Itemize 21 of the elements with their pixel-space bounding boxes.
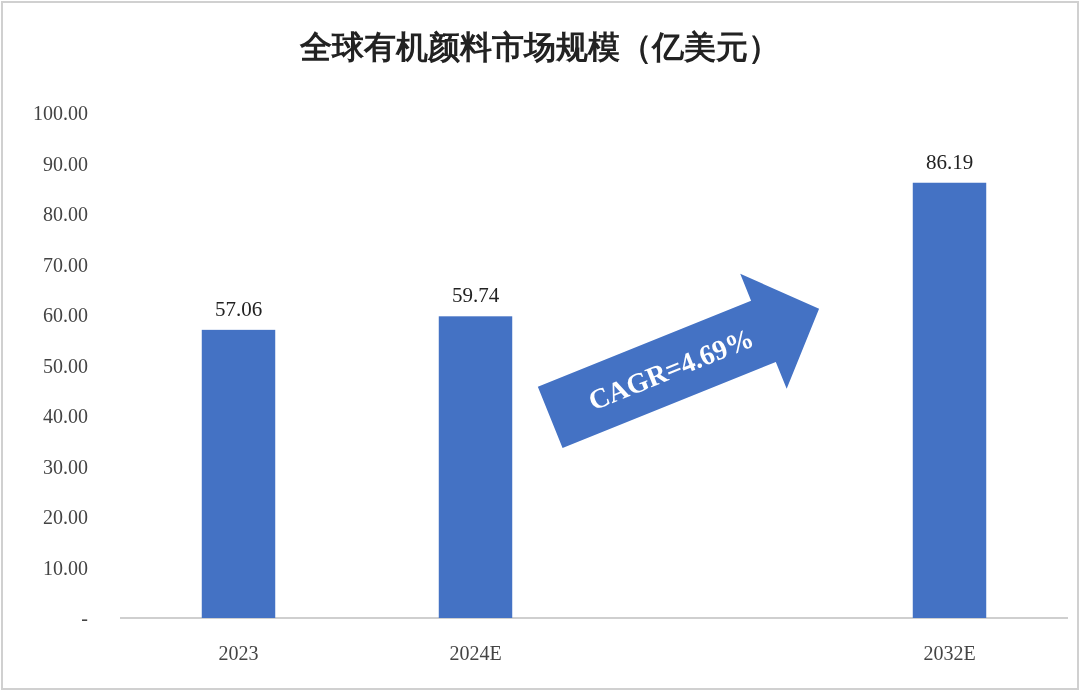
data-label: 86.19 <box>925 149 974 174</box>
data-label: 57.06 <box>214 296 263 321</box>
y-tick-label: 100.00 <box>33 102 88 124</box>
y-tick-label: 70.00 <box>43 253 88 276</box>
data-label: 59.74 <box>451 283 500 308</box>
x-tick-label: 2032E <box>923 642 976 664</box>
bar <box>201 329 276 618</box>
y-tick-label: 90.00 <box>43 152 88 175</box>
y-tick-label: 50.00 <box>43 354 88 377</box>
x-tick-label: 2023 <box>218 642 259 664</box>
y-tick-label: 30.00 <box>43 455 88 478</box>
y-tick-label: 10.00 <box>43 556 88 579</box>
y-tick-label: 20.00 <box>43 506 88 528</box>
bar <box>438 316 513 618</box>
x-tick-label: 2024E <box>449 642 502 664</box>
y-tick-label: 40.00 <box>43 405 88 427</box>
y-tick-label: 60.00 <box>43 304 88 326</box>
chart-title: 全球有机颜料市场规模（亿美元） <box>299 29 780 65</box>
bar <box>912 182 987 618</box>
y-tick-label: - <box>81 607 88 629</box>
y-tick-label: 80.00 <box>43 203 88 225</box>
